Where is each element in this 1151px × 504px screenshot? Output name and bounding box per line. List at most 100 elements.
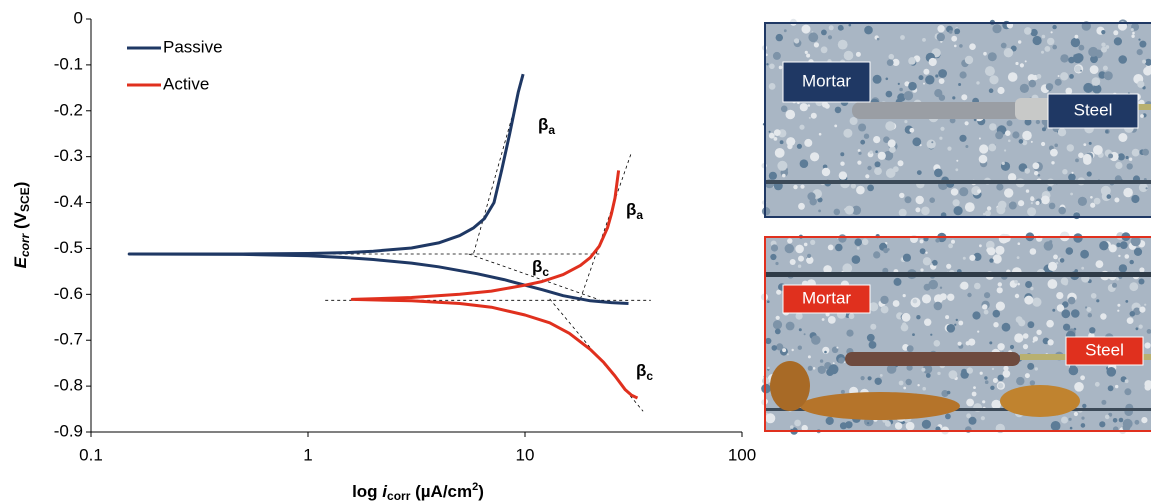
photo-speckle <box>934 89 943 98</box>
photo-speckle <box>806 53 811 58</box>
photo-speckle <box>1071 309 1080 318</box>
photo-speckle <box>997 86 1005 95</box>
photo-speckle <box>988 88 994 93</box>
photo-speckle <box>885 168 896 178</box>
annotation-subscript: c <box>542 265 549 279</box>
photo-speckle <box>785 321 795 331</box>
y-tick-label: -0.5 <box>54 238 83 257</box>
photo-speckle <box>807 365 813 371</box>
photo-speckle <box>1125 155 1129 160</box>
photo-speckle <box>1062 301 1069 308</box>
photo-speckle <box>1101 42 1106 47</box>
photo-speckle <box>794 419 801 427</box>
photo-speckle <box>1107 385 1114 392</box>
legend-label: Active <box>163 74 209 93</box>
photo-speckle <box>1056 304 1065 312</box>
photo-speckle <box>818 132 822 136</box>
y-tick-label: 0 <box>74 8 83 27</box>
photo-speckle <box>1124 379 1129 384</box>
series-line <box>350 170 639 400</box>
photo-label: Steel <box>1085 340 1124 359</box>
photo-speckle <box>960 281 969 290</box>
photo-speckle <box>1030 202 1033 205</box>
photo-speckle <box>849 117 858 125</box>
photo-speckle <box>1027 362 1035 370</box>
photo: Mortar Steel <box>761 18 1151 220</box>
photo-speckle <box>982 304 988 310</box>
photo-speckle <box>1099 421 1106 428</box>
photo-speckle <box>974 282 981 290</box>
photo-speckle <box>906 364 913 371</box>
photo-speckle <box>1131 34 1135 38</box>
photo-speckle <box>1105 130 1109 134</box>
photo-speckle <box>976 81 980 85</box>
photo-speckle <box>784 243 794 254</box>
photo-speckle <box>1024 168 1031 174</box>
photo-speckle <box>930 333 933 336</box>
photo-speckle <box>947 146 952 151</box>
photo-speckle <box>915 207 921 213</box>
photo-speckle <box>977 189 982 194</box>
photo-speckle <box>777 160 788 171</box>
photo-speckle <box>984 210 991 217</box>
photo-speckle <box>989 123 997 131</box>
photo-speckle <box>807 104 811 107</box>
photo-speckle <box>897 82 900 85</box>
photo-speckle <box>1060 72 1069 81</box>
photo-speckle <box>770 244 779 252</box>
photo-speckle <box>801 24 811 34</box>
photo-speckle <box>797 264 802 268</box>
photo-speckle <box>1001 161 1005 165</box>
photo-speckle <box>903 386 907 390</box>
photo-speckle <box>835 243 843 252</box>
photo-speckle <box>899 87 903 92</box>
photo-speckle <box>1080 69 1083 72</box>
photo-speckle <box>951 239 955 244</box>
photo-speckle <box>1108 412 1113 417</box>
photo-speckle <box>768 83 776 90</box>
photo-label-box <box>782 61 871 103</box>
photo-speckle <box>987 52 997 62</box>
photo-speckle <box>883 136 890 143</box>
photo-speckle <box>1093 145 1103 155</box>
photo-speckle <box>774 328 781 335</box>
photo-speckle <box>939 286 943 289</box>
photo-speckle <box>850 183 857 189</box>
photo-speckle <box>950 188 959 196</box>
photo-speckle <box>834 124 838 128</box>
photo-speckle <box>867 184 874 192</box>
photo-speckle <box>1055 262 1059 265</box>
photo-speckle <box>909 127 915 133</box>
y-axis-label-part: SCE <box>18 187 32 212</box>
photo-speckle <box>933 301 943 311</box>
photo-speckle <box>1139 267 1145 273</box>
photo-speckle <box>898 208 907 217</box>
photo-speckle <box>928 57 937 67</box>
photo-speckle <box>987 247 996 256</box>
photo-speckle <box>972 311 981 320</box>
photo-speckle <box>980 416 986 421</box>
photo-speckle <box>804 50 808 55</box>
photo-speckle <box>1007 173 1017 182</box>
photo-speckle <box>1088 141 1092 145</box>
photo-speckle <box>1016 256 1020 259</box>
photo-speckle <box>872 74 882 84</box>
photo-speckle <box>768 130 771 133</box>
photo-speckle <box>1131 194 1140 204</box>
steel-bar <box>852 102 1022 119</box>
photo-speckle <box>1030 28 1038 37</box>
photo-speckle <box>968 338 976 346</box>
photo-speckle <box>810 239 816 245</box>
photo-label-box <box>782 284 871 314</box>
photo-speckle <box>874 167 882 176</box>
x-tick-label: 100 <box>728 445 756 464</box>
photo-speckle <box>1022 344 1029 350</box>
photo-speckle <box>867 376 872 381</box>
photo-speckle <box>1041 50 1044 54</box>
photo-speckle <box>1047 339 1054 346</box>
photo-speckle <box>1061 309 1071 319</box>
photo-speckle <box>1106 367 1117 377</box>
photo-speckle <box>837 39 848 50</box>
photo-speckle <box>771 345 778 351</box>
photo-speckle <box>900 35 905 40</box>
